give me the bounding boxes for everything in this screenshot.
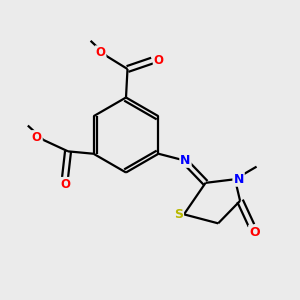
Text: N: N xyxy=(180,154,191,167)
Text: O: O xyxy=(60,178,70,191)
Text: O: O xyxy=(249,226,260,238)
Text: O: O xyxy=(95,46,106,59)
Text: S: S xyxy=(174,208,183,221)
Text: O: O xyxy=(154,54,164,67)
Text: N: N xyxy=(233,173,244,186)
Text: O: O xyxy=(32,131,42,144)
